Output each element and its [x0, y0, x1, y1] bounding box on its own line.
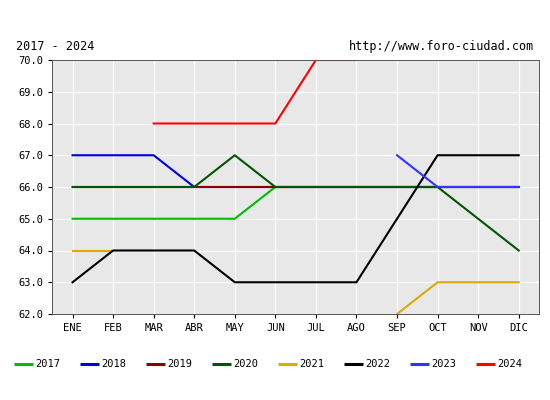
2018	[353, 185, 360, 190]
2022	[434, 153, 441, 158]
Line: 2018: 2018	[73, 155, 519, 187]
2019	[232, 185, 238, 190]
Text: 2022: 2022	[365, 359, 390, 369]
2017	[150, 216, 157, 221]
2017	[232, 216, 238, 221]
Line: 2017: 2017	[73, 187, 519, 219]
2019	[110, 185, 117, 190]
Text: 2023: 2023	[431, 359, 456, 369]
2017	[394, 185, 400, 190]
Text: Evolucion num de emigrantes en Aledo: Evolucion num de emigrantes en Aledo	[111, 10, 439, 25]
2019	[434, 185, 441, 190]
2020	[434, 185, 441, 190]
2019	[272, 185, 279, 190]
2020	[394, 185, 400, 190]
2019	[353, 185, 360, 190]
2018	[312, 185, 319, 190]
2018	[272, 185, 279, 190]
2020	[110, 185, 117, 190]
2020	[312, 185, 319, 190]
2020	[475, 216, 481, 221]
2022	[191, 248, 197, 253]
2020	[272, 185, 279, 190]
2019	[475, 185, 481, 190]
2020	[191, 185, 197, 190]
2017	[69, 216, 76, 221]
2019	[394, 185, 400, 190]
2022	[394, 216, 400, 221]
2019	[191, 185, 197, 190]
2017	[312, 185, 319, 190]
2018	[515, 185, 522, 190]
2022	[515, 153, 522, 158]
Text: 2017 - 2024: 2017 - 2024	[16, 40, 95, 53]
2017	[110, 216, 117, 221]
Line: 2022: 2022	[73, 155, 519, 282]
2022	[353, 280, 360, 285]
Text: 2020: 2020	[233, 359, 258, 369]
2022	[475, 153, 481, 158]
2018	[232, 185, 238, 190]
2018	[475, 185, 481, 190]
2017	[353, 185, 360, 190]
2017	[272, 185, 279, 190]
2022	[312, 280, 319, 285]
Text: 2021: 2021	[299, 359, 324, 369]
Text: 2024: 2024	[497, 359, 522, 369]
Text: 2017: 2017	[35, 359, 60, 369]
2017	[434, 185, 441, 190]
Text: http://www.foro-ciudad.com: http://www.foro-ciudad.com	[349, 40, 534, 53]
2022	[150, 248, 157, 253]
Text: 2018: 2018	[101, 359, 127, 369]
2018	[434, 185, 441, 190]
2021	[69, 248, 76, 253]
2022	[69, 280, 76, 285]
2019	[312, 185, 319, 190]
2019	[150, 185, 157, 190]
2020	[150, 185, 157, 190]
2022	[110, 248, 117, 253]
Text: 2019: 2019	[167, 359, 192, 369]
2018	[150, 153, 157, 158]
2018	[394, 185, 400, 190]
2020	[353, 185, 360, 190]
2022	[272, 280, 279, 285]
2020	[69, 185, 76, 190]
2019	[69, 185, 76, 190]
2019	[515, 185, 522, 190]
2020	[232, 153, 238, 158]
2020	[515, 248, 522, 253]
Line: 2020: 2020	[73, 155, 519, 250]
2018	[191, 185, 197, 190]
2018	[110, 153, 117, 158]
2017	[475, 185, 481, 190]
2017	[515, 185, 522, 190]
2021	[110, 248, 117, 253]
2017	[191, 216, 197, 221]
2018	[69, 153, 76, 158]
2022	[232, 280, 238, 285]
